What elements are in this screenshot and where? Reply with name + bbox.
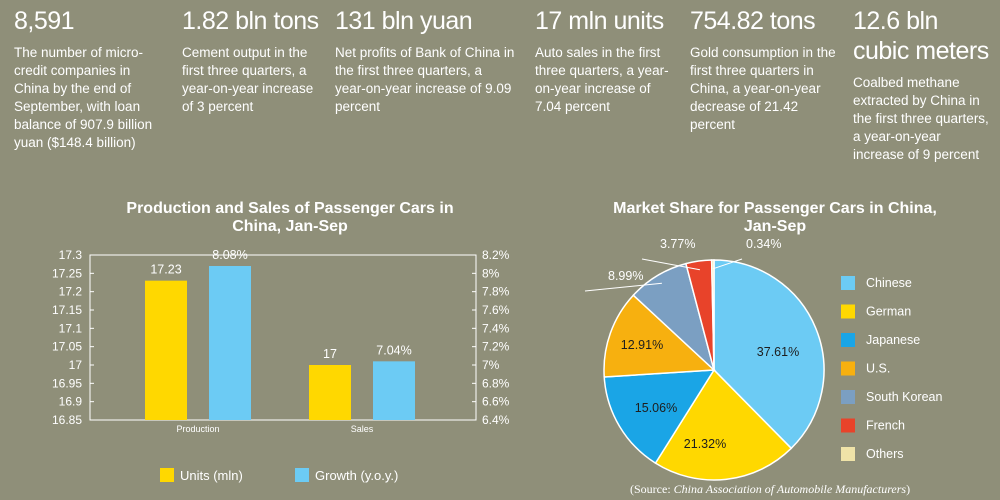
left-tick-label: 16.9 [59, 395, 83, 409]
slice-label: 21.32% [684, 437, 726, 451]
legend-label: South Korean [866, 390, 942, 404]
category-label: Production [176, 424, 219, 434]
pie-slice-u-s- [603, 294, 716, 378]
bar-units-sales [309, 365, 351, 420]
legend-swatch [841, 418, 855, 433]
bar-growth-sales [373, 361, 415, 420]
legend-label: German [866, 305, 911, 319]
slice-label: 3.77% [660, 237, 695, 251]
bar-units-production [145, 280, 187, 420]
plot-frame [89, 254, 477, 421]
leader-line [584, 282, 662, 292]
source-prefix: (Source: [630, 482, 674, 496]
pie-chart-title: Market Share for Passenger Cars in China… [613, 200, 937, 235]
leader-line [712, 258, 743, 270]
right-tick-label: 6.4% [482, 413, 510, 427]
right-tick-label: 8.2% [482, 248, 510, 262]
pie-slice-others [710, 259, 715, 371]
stat-coalbed-methane: 12.6 bln cubic meters Coalbed methane ex… [853, 6, 993, 164]
legend-label: Growth (y.o.y.) [315, 468, 398, 483]
left-tick-label: 17 [69, 358, 83, 372]
bar-growth-production [209, 266, 251, 420]
source-name: China Association of Automobile Manufact… [673, 482, 907, 496]
left-tick-label: 16.95 [52, 376, 82, 390]
stat-bank-of-china: 131 bln yuan Net profits of Bank of Chin… [335, 6, 515, 116]
stat-value: 8,591 [14, 7, 75, 35]
bar-value-label: 7.04% [376, 343, 411, 357]
legend-swatch [160, 468, 174, 482]
stat-desc: Gold consumption in the first three quar… [690, 45, 836, 132]
legend-label: Units (mln) [180, 468, 243, 483]
stat-desc: Cement output in the first three quarter… [182, 45, 314, 114]
legend-swatch [295, 468, 309, 482]
bar-value-label: 17.23 [150, 263, 181, 277]
legend-swatch [841, 361, 855, 376]
stat-gold: 754.82 tons Gold consumption in the firs… [690, 6, 840, 134]
leader-line [641, 258, 700, 271]
category-label: Sales [351, 424, 374, 434]
right-tick-label: 7.8% [482, 285, 510, 299]
right-tick-label: 7.2% [482, 340, 510, 354]
bar-value-label: 17 [323, 347, 337, 361]
legend-label: Others [866, 447, 904, 461]
legend-swatch [841, 333, 855, 347]
stat-value: 17 mln units [535, 7, 664, 35]
left-tick-label: 17.25 [52, 266, 82, 280]
legend-label: U.S. [866, 362, 890, 376]
right-tick-label: 6.6% [482, 395, 510, 409]
stat-desc: The number of micro-credit companies in … [14, 45, 153, 150]
legend-swatch [841, 304, 855, 319]
left-tick-label: 17.3 [59, 248, 83, 262]
right-tick-label: 6.8% [482, 376, 510, 390]
left-tick-label: 17.1 [59, 321, 83, 335]
slice-label: 15.06% [635, 401, 677, 415]
left-tick-label: 16.85 [52, 413, 82, 427]
bar-value-label: 8.08% [212, 248, 247, 262]
right-tick-label: 7% [482, 358, 500, 372]
stat-value: 1.82 bln tons [182, 7, 319, 35]
stat-value: 12.6 bln cubic meters [853, 7, 989, 65]
legend-swatch [841, 276, 855, 290]
stats-strip: 8,591 The number of micro-credit compani… [0, 0, 1000, 190]
stat-desc: Net profits of Bank of China in the firs… [335, 45, 515, 114]
stat-cement: 1.82 bln tons Cement output in the first… [182, 6, 327, 116]
pie-slice-chinese [713, 259, 825, 450]
stat-micro-credit: 8,591 The number of micro-credit compani… [14, 6, 164, 152]
bar-chart-title: Production and Sales of Passenger Cars i… [126, 200, 454, 235]
slice-label: 37.61% [757, 345, 799, 359]
source-suffix: ) [906, 482, 911, 496]
stat-auto-sales: 17 mln units Auto sales in the first thr… [535, 6, 680, 116]
stat-desc: Coalbed methane extracted by China in th… [853, 75, 989, 162]
legend-swatch [841, 447, 855, 461]
source-note: (Source: China Association of Automobile… [630, 482, 910, 497]
pie-slice-german [654, 368, 793, 481]
left-tick-label: 17.15 [52, 303, 82, 317]
legend-label: Japanese [866, 333, 920, 347]
slice-label: 0.34% [746, 237, 781, 251]
stat-desc: Auto sales in the first three quarters, … [535, 45, 669, 114]
right-tick-label: 8% [482, 266, 500, 280]
legend-swatch [841, 390, 855, 404]
right-tick-label: 7.6% [482, 303, 510, 317]
legend-label: French [866, 419, 905, 433]
slice-label: 8.99% [608, 269, 643, 283]
right-tick-label: 7.4% [482, 321, 510, 335]
slice-label: 12.91% [621, 338, 663, 352]
pie-slice-japanese [603, 369, 716, 465]
left-tick-label: 17.05 [52, 340, 82, 354]
left-tick-label: 17.2 [59, 285, 83, 299]
stat-value: 131 bln yuan [335, 7, 473, 35]
legend-label: Chinese [866, 276, 912, 290]
stat-value: 754.82 tons [690, 7, 816, 35]
